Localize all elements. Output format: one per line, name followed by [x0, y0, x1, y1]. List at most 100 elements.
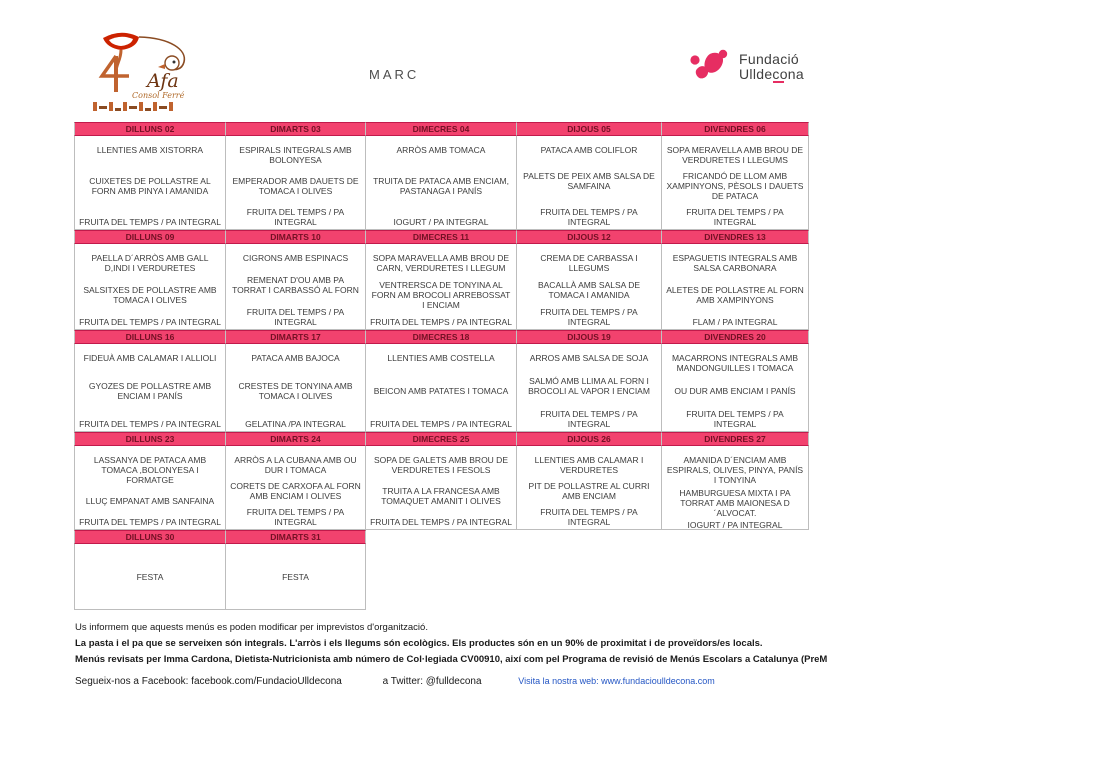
footer-notes: Us informem que aquests menús es poden m…: [75, 622, 1045, 670]
facebook-text: Segueix-nos a Facebook: facebook.com/Fun…: [75, 676, 342, 687]
website-link[interactable]: Visita la nostra web: www.fundacioulldec…: [518, 676, 715, 686]
fundacio-heart-icon: [690, 49, 728, 79]
dessert: FRUITA DEL TEMPS / PA INTEGRAL: [79, 418, 221, 429]
dessert: FRUITA DEL TEMPS / PA INTEGRAL: [246, 306, 345, 327]
first-course: FIDEUÀ AMB CALAMAR I ALLIOLI: [83, 353, 217, 363]
day-header-cell: DIMECRES 25: [365, 432, 517, 446]
day-header-cell: DILLUNS 02: [74, 122, 226, 136]
week-body-row: LASSANYA DE PATACA AMB TOMACA ,BOLONYESA…: [74, 446, 815, 531]
second-course: GYOZES DE POLLASTRE AMB ENCIAM I PANÍS: [88, 380, 212, 401]
menu-cell: LLENTIES AMB COSTELLA BEICON AMB PATATES …: [365, 344, 517, 432]
first-course: CREMA DE CARBASSA I LLEGUMS: [540, 253, 638, 274]
day-header-cell: DILLUNS 16: [74, 330, 226, 344]
first-course: SOPA MERAVELLA AMB BROU DE VERDURETES I …: [666, 145, 804, 166]
dessert: FLAM / PA INTEGRAL: [692, 316, 778, 327]
day-header-cell: DIMARTS 31: [225, 530, 366, 544]
dessert: FRUITA DEL TEMPS / PA INTEGRAL: [370, 516, 512, 527]
dessert: FRUITA DEL TEMPS / PA INTEGRAL: [79, 216, 221, 227]
second-course: PIT DE POLLASTRE AL CURRI AMB ENCIAM: [528, 480, 650, 501]
menu-cell: ARRÒS AMB TOMACA TRUITA DE PATACA AMB ENC…: [365, 136, 517, 230]
dessert: FRUITA DEL TEMPS / PA INTEGRAL: [246, 206, 345, 227]
fundacio-ulldecona-logo: Fundació Ulldecona: [688, 48, 804, 86]
first-course: SOPA MARAVELLA AMB BROU DE CARN, VERDURE…: [372, 253, 510, 274]
day-header-cell: DIMARTS 24: [225, 432, 366, 446]
festa-text: FESTA: [282, 572, 309, 583]
day-header-cell: DIMARTS 10: [225, 230, 366, 244]
menu-cell: ESPAGUETIS INTEGRALS AMB SALSA CARBONARA…: [661, 244, 809, 330]
week-header-row: DILLUNS 23 DIMARTS 24 DIMECRES 25 DIJOUS 26…: [74, 432, 815, 446]
menu-cell: CREMA DE CARBASSA I LLEGUMS BACALLÀ AMB S…: [516, 244, 662, 330]
twitter-text: a Twitter: @fulldecona: [382, 676, 482, 687]
dessert: IOGURT / PA INTEGRAL: [393, 216, 489, 227]
afa-consol-ferre-logo: Afa Consol Ferré: [85, 30, 203, 114]
dessert: FRUITA DEL TEMPS / PA INTEGRAL: [540, 506, 638, 527]
dessert: FRUITA DEL TEMPS / PA INTEGRAL: [540, 408, 638, 429]
first-course: MACARRONS INTEGRALS AMB MANDONGUILLES I …: [671, 353, 799, 374]
second-course: VENTRERSCA DE TONYINA AL FORN AM BROCOLI…: [371, 279, 511, 311]
week-body-row: LLENTIES AMB XISTORRA CUIXETES DE POLLAST…: [74, 136, 815, 230]
social-line: Segueix-nos a Facebook: facebook.com/Fun…: [75, 676, 715, 687]
menu-cell: LASSANYA DE PATACA AMB TOMACA ,BOLONYESA…: [74, 446, 226, 530]
footer-note-nutritionist: Menús revisats per Imma Cardona, Dietist…: [75, 654, 828, 665]
dessert: FRUITA DEL TEMPS / PA INTEGRAL: [370, 418, 512, 429]
menu-cell: FESTA: [225, 544, 366, 610]
day-header-cell: DILLUNS 23: [74, 432, 226, 446]
second-course: EMPERADOR AMB DAUETS DE TOMACA I OLIVES: [232, 175, 359, 196]
week-body-row: PAELLA D´ARRÒS AMB GALL D,INDI I VERDURE…: [74, 244, 815, 330]
day-header-cell: DIMECRES 18: [365, 330, 517, 344]
menu-cell: ARROS AMB SALSA DE SOJA SALMÓ AMB LLIMA A…: [516, 344, 662, 432]
week-header-row: DILLUNS 09 DIMARTS 10 DIMECRES 11 DIJOUS 12…: [74, 230, 815, 244]
dessert: FRUITA DEL TEMPS / PA INTEGRAL: [540, 206, 638, 227]
menu-cell: FIDEUÀ AMB CALAMAR I ALLIOLI GYOZES DE PO…: [74, 344, 226, 432]
day-header-cell: DIMARTS 17: [225, 330, 366, 344]
svg-text:Afa: Afa: [145, 70, 179, 92]
menu-cell: ARRÒS A LA CUBANA AMB OU DUR I TOMACA COR…: [225, 446, 366, 530]
dessert: FRUITA DEL TEMPS / PA INTEGRAL: [246, 506, 345, 527]
fundacio-logo-line2: Ulldecona: [739, 66, 804, 82]
menu-cell: FESTA: [74, 544, 226, 610]
festa-text: FESTA: [136, 572, 164, 583]
menu-cell: SOPA MARAVELLA AMB BROU DE CARN, VERDURE…: [365, 244, 517, 330]
menu-cell: ESPIRALS INTEGRALS AMB BOLONYESA EMPERADO…: [225, 136, 366, 230]
second-course: BACALLÀ AMB SALSA DE TOMACA I AMANIDA: [537, 279, 641, 300]
first-course: ESPIRALS INTEGRALS AMB BOLONYESA: [239, 145, 352, 166]
menu-cell: SOPA DE GALETS AMB BROU DE VERDURETES I …: [365, 446, 517, 530]
first-course: ESPAGUETIS INTEGRALS AMB SALSA CARBONARA: [672, 253, 798, 274]
menu-cell: PATACA AMB COLIFLOR PALETS DE PEIX AMB SA…: [516, 136, 662, 230]
menu-table: DILLUNS 02 DIMARTS 03 DIMECRES 04 DIJOUS 05…: [74, 122, 815, 610]
dessert: FRUITA DEL TEMPS / PA INTEGRAL: [79, 316, 221, 327]
week-body-row: FIDEUÀ AMB CALAMAR I ALLIOLI GYOZES DE PO…: [74, 344, 815, 432]
first-course: PATACA AMB COLIFLOR: [540, 145, 638, 155]
footer-note-ingredients: La pasta i el pa que se serveixen són in…: [75, 638, 763, 649]
fundacio-logo-underline: [773, 81, 784, 84]
second-course: CUIXETES DE POLLASTRE AL FORN AMB PINYA …: [89, 175, 211, 196]
day-header-cell: DIJOUS 05: [516, 122, 662, 136]
day-header-cell: DILLUNS 09: [74, 230, 226, 244]
first-course: ARRÒS AMB TOMACA: [396, 145, 486, 155]
menu-cell: LLENTIES AMB CALAMAR I VERDURETES PIT DE …: [516, 446, 662, 530]
menu-cell: PATACA AMB BAJOCA CRESTES DE TONYINA AMB …: [225, 344, 366, 432]
day-header-cell: DILLUNS 30: [74, 530, 226, 544]
first-course: LASSANYA DE PATACA AMB TOMACA ,BOLONYESA…: [93, 455, 207, 486]
day-header-cell: DIVENDRES 27: [661, 432, 809, 446]
first-course: ARRÒS A LA CUBANA AMB OU DUR I TOMACA: [234, 455, 357, 476]
menu-cell: MACARRONS INTEGRALS AMB MANDONGUILLES I …: [661, 344, 809, 432]
afa-logo-icon: Afa Consol Ferré: [93, 32, 186, 111]
second-course: REMENAT D'OU AMB PA TORRAT I CARBASSÓ AL…: [232, 274, 359, 295]
menu-cell: SOPA MERAVELLA AMB BROU DE VERDURETES I …: [661, 136, 809, 230]
second-course: CRESTES DE TONYINA AMB TOMACA I OLIVES: [238, 380, 353, 401]
second-course: CORETS DE CARXOFA AL FORN AMB ENCIAM I O…: [230, 480, 361, 501]
svg-text:Consol Ferré: Consol Ferré: [132, 91, 185, 100]
day-header-cell: DIJOUS 26: [516, 432, 662, 446]
day-header-cell: DIMECRES 04: [365, 122, 517, 136]
day-header-cell: DIVENDRES 20: [661, 330, 809, 344]
day-header-cell: DIVENDRES 13: [661, 230, 809, 244]
first-course: LLENTIES AMB XISTORRA: [96, 145, 204, 155]
dessert: FRUITA DEL TEMPS / PA INTEGRAL: [79, 516, 221, 527]
second-course: SALMÓ AMB LLIMA AL FORN I BROCOLI AL VAP…: [528, 375, 650, 396]
second-course: HAMBURGUESA MIXTA I PA TORRAT AMB MAIONE…: [679, 487, 791, 518]
second-course: OU DUR AMB ENCIAM I PANÍS: [674, 385, 796, 396]
dessert: IOGURT / PA INTEGRAL: [687, 520, 783, 531]
day-header-cell: DIMECRES 11: [365, 230, 517, 244]
day-header-cell: DIJOUS 19: [516, 330, 662, 344]
